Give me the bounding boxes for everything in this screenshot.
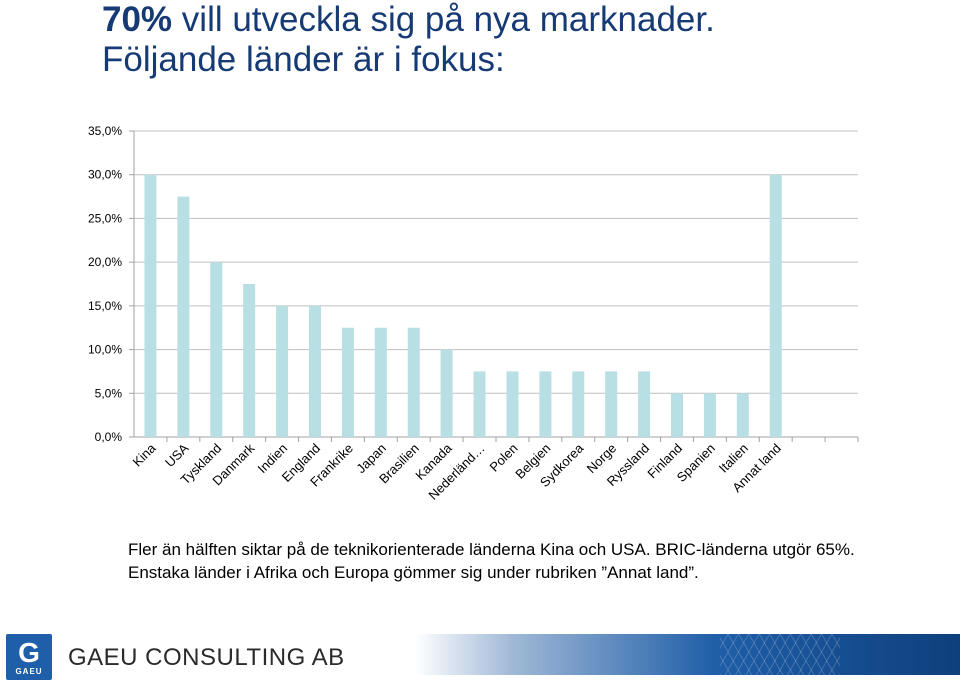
x-axis-ticks: Kina USATysklandDanmarkIndienEnglandFrank…	[130, 440, 784, 503]
bar-kina	[144, 174, 157, 437]
slide-title: 70% vill utveckla sig på nya marknader. …	[102, 0, 942, 80]
title-highlight: 70%	[102, 0, 173, 39]
y-tick-label: 5,0%	[95, 386, 123, 400]
bar-chart: 0,0% 5,0% 10,0% 15,0% 20,0% 25,0% 30,0% 35,0% K…	[88, 124, 859, 503]
bar-polen	[506, 371, 519, 437]
bar-brasilien	[407, 327, 420, 437]
bar-ryssland	[638, 371, 651, 437]
bar-kanada	[440, 349, 453, 437]
bar-england	[309, 305, 321, 437]
logo-letter: G	[18, 636, 40, 668]
x-tick-label: USA	[162, 440, 192, 470]
y-tick-label: 15,0%	[88, 299, 122, 313]
title-line1: vill utveckla sig på nya marknader.	[172, 0, 715, 39]
title-line2: Följande länder är i fokus:	[102, 40, 505, 79]
gaeu-logo: G GAEU	[6, 634, 52, 680]
y-tick-label: 30,0%	[88, 168, 122, 182]
bar-spanien	[703, 393, 716, 437]
bars	[144, 174, 782, 437]
y-tick-label: 10,0%	[88, 343, 122, 357]
bar-norge	[605, 371, 618, 437]
footer-band	[415, 634, 960, 675]
footer: G GAEU GAEU CONSULTING AB	[0, 628, 960, 683]
bar-frankrike	[341, 327, 354, 437]
bar-tyskland	[210, 262, 223, 437]
bar-japan	[374, 327, 387, 437]
y-tick-label: 20,0%	[88, 255, 122, 269]
bar-danmark	[243, 284, 256, 437]
bar-indien	[276, 305, 289, 437]
globe-pattern	[720, 634, 840, 675]
bar-nederländ-	[473, 371, 486, 437]
y-tick-label: 35,0%	[88, 124, 122, 138]
caption-text: Fler än hälften siktar på de teknikorien…	[128, 540, 855, 582]
bar-finland	[671, 393, 683, 437]
y-axis-ticks: 0,0% 5,0% 10,0% 15,0% 20,0% 25,0% 30,0% 35,0%	[88, 124, 122, 444]
bar-sydkorea	[572, 371, 585, 437]
y-tick-label: 0,0%	[95, 430, 123, 444]
logo-text: GAEU	[15, 666, 43, 676]
y-tick-label: 25,0%	[88, 211, 122, 225]
x-tick-label: Kina	[130, 440, 160, 470]
bar-usa	[177, 196, 190, 437]
bar-italien	[736, 393, 749, 437]
bar-annat-land	[769, 174, 782, 437]
bar-belgien	[539, 371, 552, 437]
company-name: GAEU CONSULTING AB	[68, 644, 345, 671]
